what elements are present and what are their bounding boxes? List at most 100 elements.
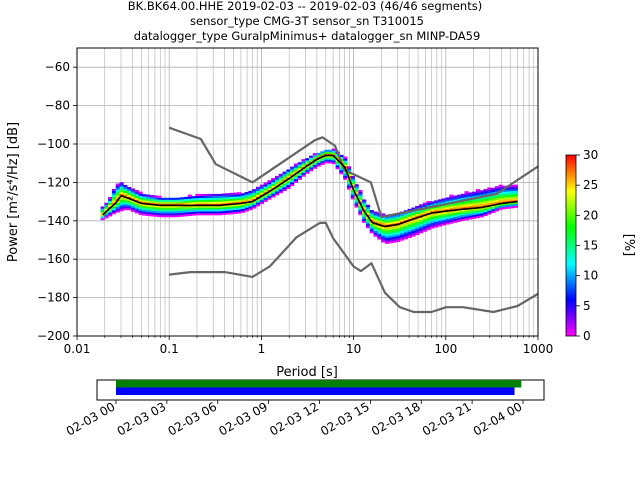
pdf-cell: [180, 202, 185, 206]
pdf-cell: [426, 218, 431, 221]
pdf-cell: [373, 226, 378, 230]
pdf-cell: [475, 208, 481, 211]
pdf-cell: [290, 180, 295, 183]
pdf-cell: [233, 207, 238, 211]
pdf-cell: [426, 222, 431, 225]
pdf-cell: [240, 199, 245, 202]
pdf-cell: [445, 208, 450, 212]
pdf-cell: [441, 221, 446, 224]
pdf-cell: [210, 199, 215, 202]
pdf-cell: [191, 200, 196, 203]
pdf-cell: [138, 203, 143, 206]
pdf-cell: [320, 162, 325, 166]
pdf-cell: [411, 219, 416, 222]
pdf-cell: [343, 162, 348, 165]
pdf-cell: [483, 200, 488, 203]
pdf-cell: [407, 228, 412, 231]
pdf-cell: [388, 225, 393, 228]
pdf-cell: [146, 200, 151, 203]
pdf-cell: [123, 204, 128, 207]
pdf-cell: [206, 195, 211, 199]
pdf-cell: [138, 191, 143, 194]
pdf-cell: [305, 158, 310, 161]
pdf-cell: [456, 217, 462, 220]
pdf-cell: [274, 181, 280, 184]
pdf-cell: [172, 207, 177, 210]
pdf-cell: [388, 229, 393, 232]
pdf-cell: [130, 198, 136, 201]
pdf-cell: [176, 203, 181, 206]
pdf-cell: [199, 193, 204, 197]
pdf-cell: [312, 160, 318, 164]
pdf-cell: [225, 204, 230, 207]
pdf-cell: [453, 216, 458, 219]
pdf-cell: [153, 199, 158, 202]
pdf-cell: [430, 222, 435, 225]
pdf-cell: [434, 200, 439, 203]
pdf-cell: [108, 198, 113, 202]
pdf-cell: [290, 174, 295, 177]
pdf-cell: [475, 210, 481, 213]
pdf-cell: [267, 193, 272, 196]
pdf-cell: [104, 206, 109, 209]
x-axis-label: Period [s]: [276, 365, 338, 380]
pdf-cell: [100, 210, 105, 213]
pdf-cell: [274, 175, 280, 179]
pdf-cell: [384, 220, 390, 223]
pdf-cell: [441, 223, 446, 226]
pdf-cell: [472, 208, 477, 212]
pdf-cell: [403, 237, 409, 240]
pdf-cell: [244, 209, 249, 212]
pdf-cell: [407, 216, 412, 219]
pdf-cell: [422, 227, 427, 230]
pdf-cell: [263, 197, 268, 200]
pdf-cell: [176, 209, 181, 212]
pdf-cell: [335, 161, 340, 164]
pdf-cell: [483, 196, 488, 199]
pdf-cell: [400, 213, 405, 216]
pdf-cell: [290, 166, 295, 169]
pdf-cell: [498, 198, 503, 201]
pdf-cell: [221, 197, 227, 200]
plot-frame: [76, 47, 539, 337]
pdf-cell: [218, 199, 223, 202]
pdf-cell: [130, 209, 136, 212]
pdf-cell: [244, 195, 249, 199]
pdf-cell: [441, 219, 446, 222]
pdf-cell: [430, 224, 435, 227]
pdf-cell: [472, 193, 477, 196]
pdf-cell: [111, 198, 117, 201]
pdf-cell: [263, 188, 268, 191]
pdf-cell: [278, 179, 283, 182]
pdf-cell: [418, 217, 424, 220]
pdf-cell: [407, 222, 412, 225]
pdf-cell: [339, 168, 344, 171]
pdf-cell: [441, 213, 446, 216]
pdf-cell: [301, 174, 306, 177]
pdf-cell: [415, 223, 420, 226]
pdf-cell: [388, 233, 393, 236]
pdf-cell: [282, 179, 287, 182]
pdf-cell: [445, 205, 450, 208]
pdf-cell: [403, 221, 409, 224]
pdf-cell: [453, 197, 458, 200]
pdf-cell: [206, 201, 211, 204]
pdf-cell: [411, 232, 416, 235]
pdf-cell: [479, 203, 484, 206]
pdf-cell: [350, 191, 355, 194]
pdf-cell: [252, 191, 257, 194]
pdf-cell: [396, 230, 401, 233]
pdf-cell: [115, 195, 120, 198]
pdf-cell: [305, 160, 310, 163]
pdf-cell: [373, 230, 378, 233]
colorbar-tick-label: 30: [583, 148, 598, 162]
pdf-cell: [176, 201, 181, 204]
pdf-cell: [388, 237, 393, 240]
pdf-cell: [115, 185, 120, 188]
pdf-cell: [138, 201, 143, 204]
pdf-cell: [309, 167, 314, 170]
pdf-cell: [437, 224, 443, 227]
pdf-cell: [316, 162, 321, 165]
pdf-cell: [305, 165, 310, 169]
pdf-cell: [108, 196, 113, 200]
